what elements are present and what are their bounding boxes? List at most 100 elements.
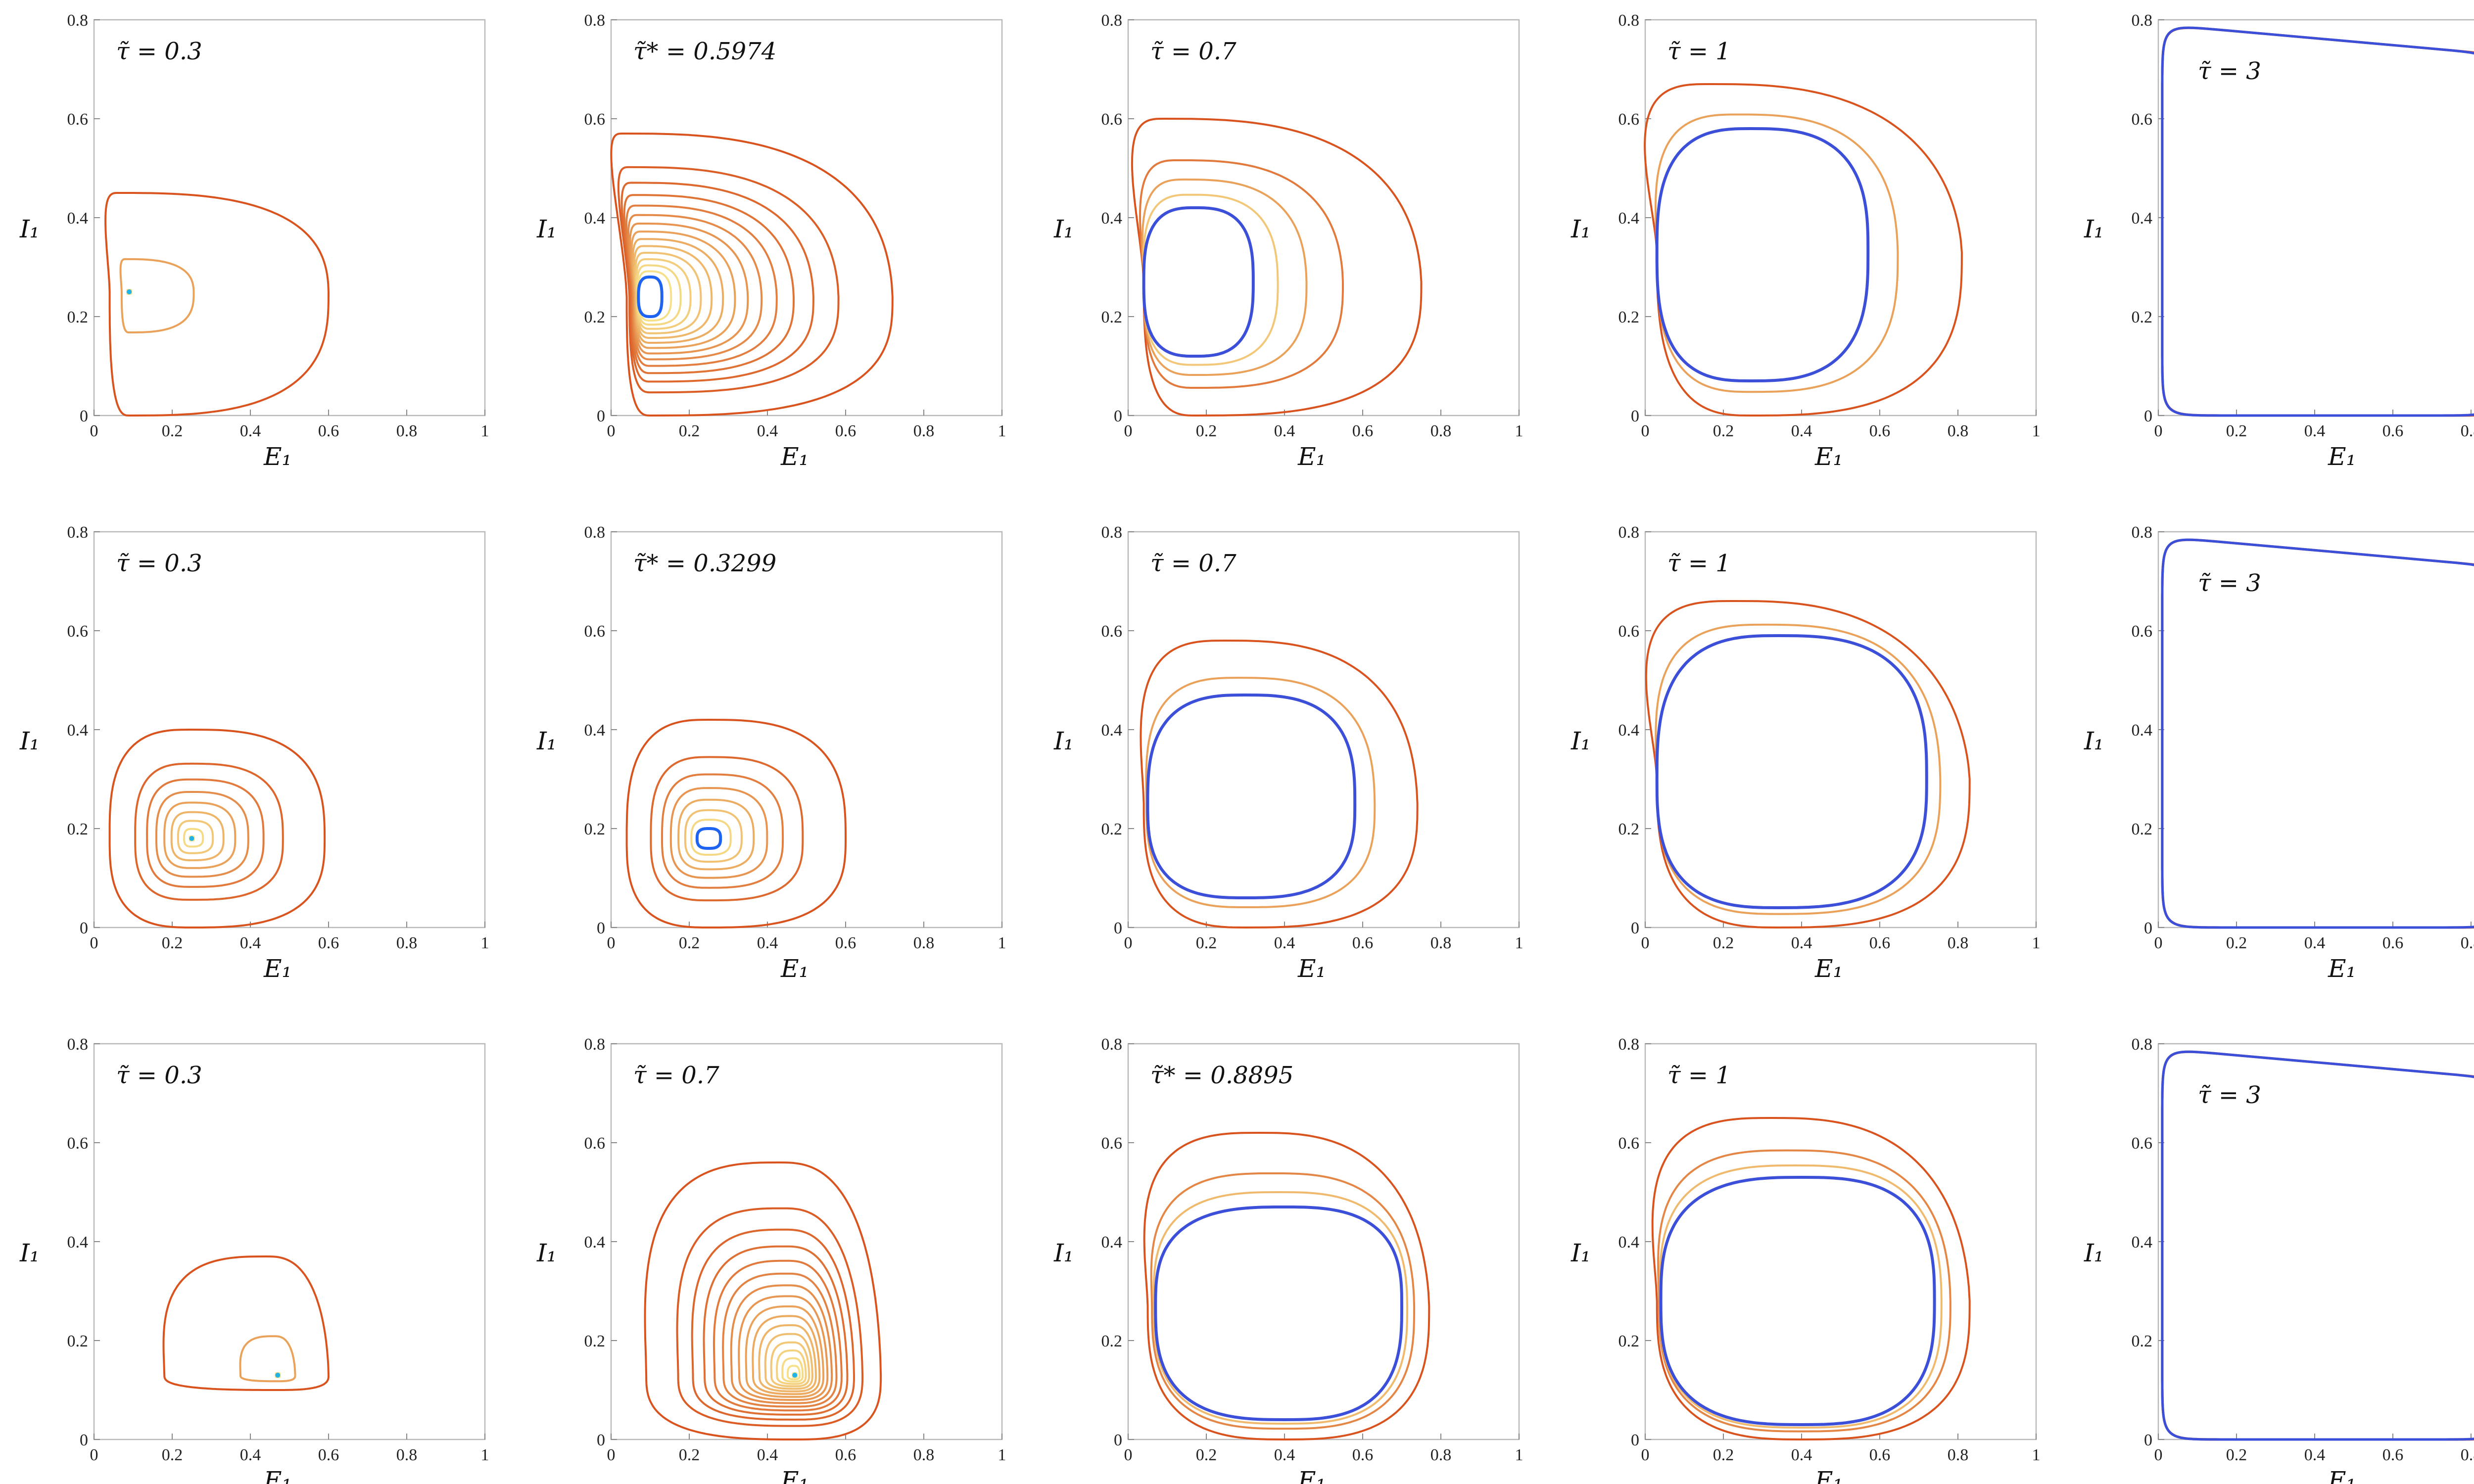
y-axis-label: I₁ bbox=[1570, 215, 1591, 243]
y-tick-label: 0.8 bbox=[584, 11, 606, 30]
y-tick-label: 0.4 bbox=[584, 1233, 606, 1252]
x-axis-label: E₁ bbox=[1297, 954, 1326, 983]
y-tick-label: 0.8 bbox=[67, 1035, 89, 1054]
y-tick-label: 0.8 bbox=[1101, 1035, 1123, 1054]
y-tick-label: 0.8 bbox=[1618, 1035, 1640, 1054]
trajectories bbox=[2161, 538, 2474, 929]
y-tick-label: 0 bbox=[80, 1431, 88, 1449]
x-tick-label: 0.2 bbox=[2226, 1446, 2247, 1464]
x-tick-label: 0.8 bbox=[2461, 422, 2474, 440]
x-tick-label: 0.4 bbox=[2304, 934, 2326, 952]
y-tick-label: 0.2 bbox=[2132, 1332, 2153, 1350]
limit-cycle bbox=[1146, 693, 1357, 899]
y-tick-label: 0.8 bbox=[584, 1035, 606, 1054]
limit-cycle bbox=[695, 827, 722, 850]
transient-trajectory bbox=[684, 809, 743, 863]
y-tick-label: 0.6 bbox=[1618, 1134, 1640, 1153]
y-tick-label: 0.6 bbox=[1618, 622, 1640, 641]
y-tick-label: 0.6 bbox=[67, 110, 89, 129]
y-tick-label: 0.6 bbox=[67, 622, 89, 641]
plot-frame bbox=[610, 1043, 1003, 1440]
x-tick-label: 0.4 bbox=[1791, 422, 1812, 440]
y-tick-label: 0.2 bbox=[2132, 820, 2153, 838]
transient-trajectory bbox=[745, 1305, 825, 1398]
transient-trajectory bbox=[691, 1228, 855, 1421]
x-tick-label: 1 bbox=[1515, 422, 1523, 440]
x-tick-label: 0.6 bbox=[318, 934, 339, 952]
plot-frame bbox=[1127, 531, 1520, 928]
x-tick-label: 0.8 bbox=[913, 1446, 935, 1464]
transient-trajectory bbox=[134, 762, 284, 901]
y-tick-label: 0.6 bbox=[1101, 622, 1123, 641]
y-tick-label: 0.2 bbox=[1618, 1332, 1640, 1350]
x-axis-label: E₁ bbox=[2328, 1466, 2356, 1484]
x-tick-label: 0.6 bbox=[2382, 422, 2404, 440]
transient-trajectory bbox=[119, 258, 195, 333]
x-tick-label: 0.2 bbox=[1713, 1446, 1734, 1464]
y-tick-label: 0.2 bbox=[67, 308, 89, 326]
transient-trajectory bbox=[1140, 639, 1419, 929]
transient-trajectory bbox=[1645, 600, 1971, 929]
x-tick-label: 1 bbox=[481, 422, 489, 440]
x-axis-label: E₁ bbox=[1814, 442, 1843, 471]
y-tick-label: 0.8 bbox=[2132, 523, 2153, 542]
y-tick-label: 0 bbox=[80, 407, 88, 425]
y-tick-label: 0 bbox=[2144, 1431, 2152, 1449]
x-tick-label: 0.2 bbox=[679, 934, 700, 952]
x-tick-label: 0.6 bbox=[1352, 934, 1374, 952]
y-tick-label: 0.4 bbox=[584, 721, 606, 740]
transient-trajectory bbox=[661, 773, 784, 889]
limit-cycle bbox=[1655, 127, 1870, 383]
transient-trajectory bbox=[2161, 26, 2474, 417]
y-tick-label: 0.4 bbox=[2132, 721, 2153, 740]
plot-frame bbox=[1644, 531, 2037, 928]
fixed-point bbox=[792, 1373, 798, 1378]
y-tick-label: 0.2 bbox=[1101, 820, 1123, 838]
trajectories bbox=[1645, 600, 1971, 929]
x-tick-label: 0 bbox=[2154, 422, 2163, 440]
plot-frame bbox=[610, 19, 1003, 417]
transient-trajectory bbox=[1651, 1116, 1971, 1441]
panel-tau-label: τ̃ = 1 bbox=[1667, 1062, 1731, 1089]
panel-tau-label: τ̃ = 0.3 bbox=[116, 550, 202, 577]
x-tick-label: 1 bbox=[1515, 934, 1523, 952]
y-axis-label: I₁ bbox=[1570, 727, 1591, 755]
y-tick-label: 0.2 bbox=[584, 308, 606, 326]
transient-trajectory bbox=[713, 1259, 843, 1412]
x-tick-label: 0.8 bbox=[1430, 934, 1452, 952]
limit-cycle bbox=[637, 276, 664, 318]
transient-trajectory bbox=[1142, 193, 1279, 366]
x-tick-label: 0.6 bbox=[1869, 1446, 1891, 1464]
panel-tau-label: τ̃ = 0.3 bbox=[116, 38, 202, 65]
transient-trajectory bbox=[770, 1341, 810, 1388]
y-tick-label: 0.8 bbox=[2132, 1035, 2153, 1054]
y-tick-label: 0.4 bbox=[67, 721, 89, 740]
x-tick-label: 0.6 bbox=[835, 934, 856, 952]
x-tick-label: 0.8 bbox=[1948, 1446, 1969, 1464]
x-tick-label: 0 bbox=[1124, 1446, 1133, 1464]
panel-r1-c3: 0 0.2 0.4 0.6 0.8 1 0 0.2 0.4 0.6 0.8 E₁ I₁ τ̃ = 1 bbox=[1570, 523, 2041, 983]
transient-trajectory bbox=[650, 756, 804, 902]
x-tick-label: 1 bbox=[998, 422, 1006, 440]
x-axis-label: E₁ bbox=[1297, 442, 1326, 471]
x-axis-label: E₁ bbox=[1297, 1466, 1326, 1484]
y-tick-label: 0.2 bbox=[1101, 1332, 1123, 1350]
x-tick-label: 0.2 bbox=[1713, 422, 1734, 440]
y-tick-label: 0.6 bbox=[2132, 1134, 2153, 1153]
transient-trajectory bbox=[776, 1349, 807, 1385]
x-tick-label: 0.8 bbox=[2461, 934, 2474, 952]
x-axis-label: E₁ bbox=[780, 1466, 809, 1484]
x-axis-label: E₁ bbox=[1814, 1466, 1843, 1484]
plot-frame bbox=[1644, 1043, 2037, 1440]
transient-trajectory bbox=[677, 798, 755, 871]
transient-trajectory bbox=[644, 1161, 882, 1440]
limit-cycle bbox=[2161, 1050, 2474, 1441]
x-tick-label: 0.8 bbox=[2461, 1446, 2474, 1464]
limit-cycle bbox=[2161, 26, 2474, 417]
y-axis-label: I₁ bbox=[536, 215, 557, 243]
x-tick-label: 0.4 bbox=[240, 934, 261, 952]
panel-tau-label: τ̃ = 0.3 bbox=[116, 1062, 202, 1089]
trajectories bbox=[625, 718, 847, 928]
x-tick-label: 0.4 bbox=[1274, 934, 1295, 952]
